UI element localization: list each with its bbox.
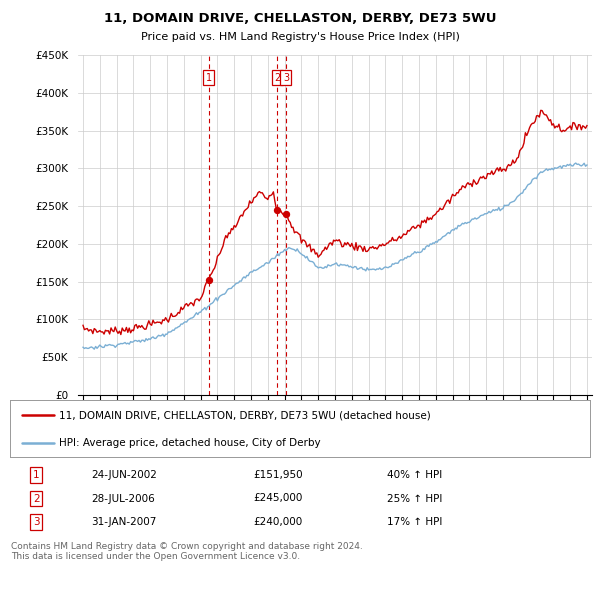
Point bbox=[204, 276, 214, 285]
Text: 40% ↑ HPI: 40% ↑ HPI bbox=[387, 470, 442, 480]
Text: £245,000: £245,000 bbox=[254, 493, 303, 503]
Text: HPI: Average price, detached house, City of Derby: HPI: Average price, detached house, City… bbox=[59, 438, 321, 448]
Text: Contains HM Land Registry data © Crown copyright and database right 2024.
This d: Contains HM Land Registry data © Crown c… bbox=[11, 542, 362, 562]
Text: 11, DOMAIN DRIVE, CHELLASTON, DERBY, DE73 5WU (detached house): 11, DOMAIN DRIVE, CHELLASTON, DERBY, DE7… bbox=[59, 411, 431, 421]
Text: 11, DOMAIN DRIVE, CHELLASTON, DERBY, DE73 5WU: 11, DOMAIN DRIVE, CHELLASTON, DERBY, DE7… bbox=[104, 12, 496, 25]
Text: 2: 2 bbox=[274, 73, 281, 83]
Point bbox=[281, 209, 291, 218]
Point bbox=[272, 205, 282, 215]
Text: 3: 3 bbox=[33, 517, 40, 527]
Text: 28-JUL-2006: 28-JUL-2006 bbox=[91, 493, 155, 503]
Text: 25% ↑ HPI: 25% ↑ HPI bbox=[387, 493, 442, 503]
Text: 3: 3 bbox=[283, 73, 289, 83]
Text: 31-JAN-2007: 31-JAN-2007 bbox=[91, 517, 157, 527]
Text: Price paid vs. HM Land Registry's House Price Index (HPI): Price paid vs. HM Land Registry's House … bbox=[140, 32, 460, 42]
Text: 1: 1 bbox=[206, 73, 212, 83]
Text: 24-JUN-2002: 24-JUN-2002 bbox=[91, 470, 157, 480]
Text: 2: 2 bbox=[33, 493, 40, 503]
Text: £151,950: £151,950 bbox=[254, 470, 303, 480]
Text: 17% ↑ HPI: 17% ↑ HPI bbox=[387, 517, 442, 527]
Text: 1: 1 bbox=[33, 470, 40, 480]
Text: £240,000: £240,000 bbox=[254, 517, 303, 527]
